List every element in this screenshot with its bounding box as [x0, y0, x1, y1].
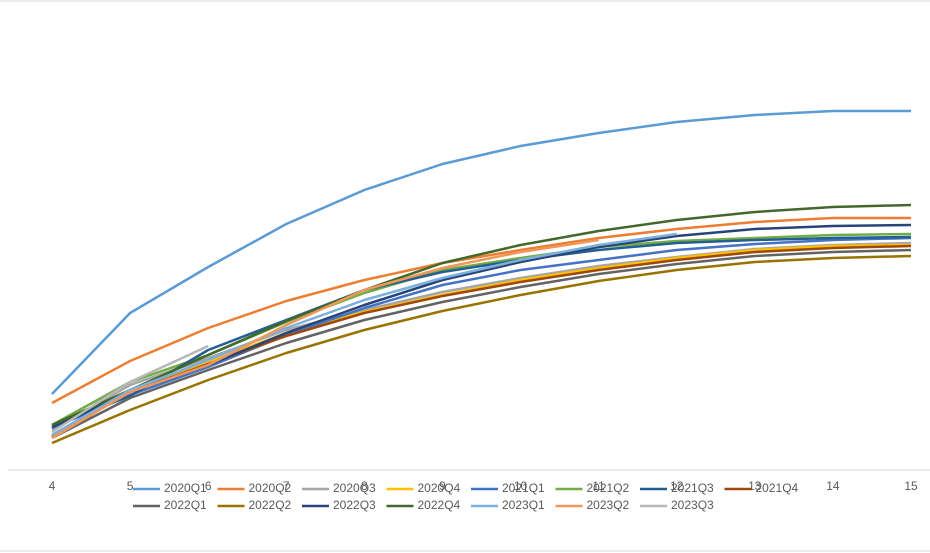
series-line	[51, 232, 677, 437]
x-tick-label: 6	[205, 479, 212, 493]
legend-label: 2021Q2	[587, 481, 630, 495]
legend-label: 2023Q3	[671, 498, 714, 512]
legend-label: 2021Q4	[756, 481, 799, 495]
series-line	[51, 216, 911, 405]
x-tick-label: 13	[748, 479, 762, 493]
x-tick-label: 8	[361, 479, 368, 493]
series-line	[51, 344, 209, 434]
legend-label: 2022Q2	[249, 498, 292, 512]
legend-label: 2022Q3	[333, 498, 376, 512]
legend-label: 2020Q3	[333, 481, 376, 495]
legend-label: 2023Q1	[502, 498, 545, 512]
series-line	[51, 238, 599, 440]
x-tick-label: 12	[670, 479, 684, 493]
legend-label: 2021Q3	[671, 481, 714, 495]
series-line	[51, 232, 912, 427]
legend-label: 2020Q2	[249, 481, 292, 495]
x-tick-label: 15	[904, 479, 918, 493]
x-tick-label: 11	[592, 479, 605, 493]
series-line	[51, 235, 912, 429]
series-line	[51, 254, 912, 445]
x-tick-label: 14	[826, 479, 840, 493]
legend-label: 2020Q1	[164, 481, 207, 495]
x-tick-label: 9	[439, 479, 446, 493]
legend-label: 2023Q2	[587, 498, 630, 512]
series-line	[51, 243, 912, 438]
x-tick-label: 10	[514, 479, 528, 493]
series-line	[51, 236, 912, 430]
legend-label: 2020Q4	[418, 481, 461, 495]
x-tick-label: 4	[49, 479, 56, 493]
x-tick-label: 7	[283, 479, 290, 493]
series-line	[51, 109, 911, 395]
legend-label: 2022Q1	[164, 498, 207, 512]
legend-label: 2022Q4	[418, 498, 461, 512]
series-line	[51, 244, 912, 439]
x-tick-label: 5	[127, 479, 134, 493]
legend-label: 2021Q1	[502, 481, 545, 495]
series-line	[51, 203, 912, 427]
series-line	[51, 248, 912, 440]
